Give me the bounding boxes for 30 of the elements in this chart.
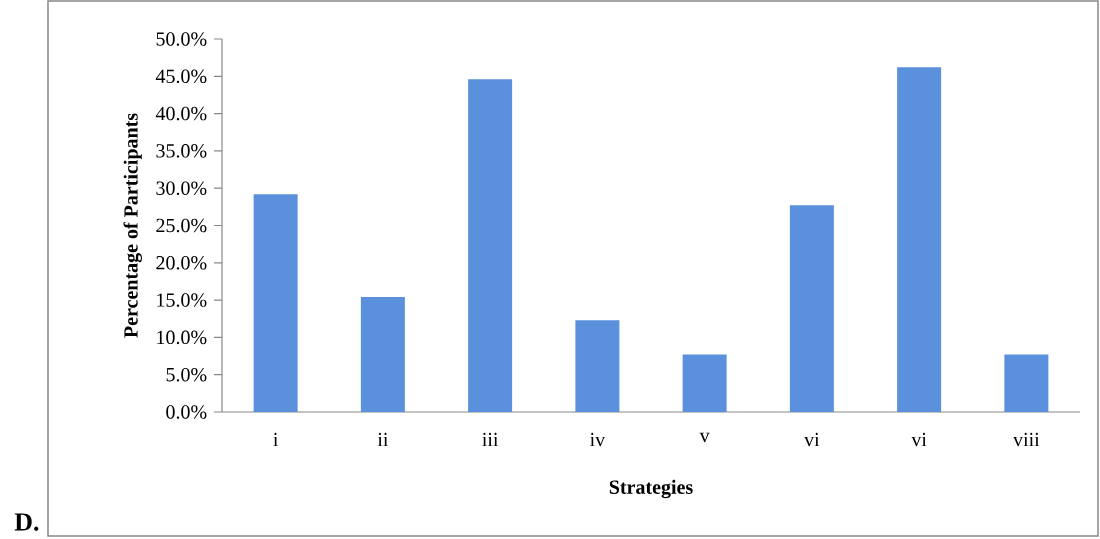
y-tick-label: 20.0%: [156, 256, 207, 270]
bar: [360, 297, 405, 412]
y-tick-label: 15.0%: [157, 293, 207, 307]
y-axis-title: Percentage of Participants: [123, 113, 142, 338]
y-tick-label: 0.0%: [166, 405, 207, 419]
x-tick-label: vi: [911, 432, 927, 447]
bar: [575, 320, 620, 412]
y-tick-label: 50.0%: [156, 32, 207, 46]
bar: [682, 354, 727, 412]
bar: [253, 194, 298, 412]
x-tick-label: ii: [377, 432, 389, 447]
x-tick-label: iii: [482, 432, 499, 447]
x-tick-label: viii: [1013, 432, 1040, 447]
bar: [1004, 354, 1049, 412]
y-tick-label: 5.0%: [166, 367, 207, 382]
y-tick-label: 10.0%: [157, 330, 207, 345]
x-tick-label: vi: [804, 432, 820, 447]
y-tick-label: 45.0%: [155, 69, 207, 84]
y-tick-label: 30.0%: [156, 181, 207, 195]
x-axis-title: Strategies: [609, 479, 693, 499]
x-tick-label: v: [699, 432, 710, 443]
y-tick-label: 35.0%: [156, 144, 207, 158]
x-tick-label: i: [273, 432, 279, 447]
text: D.: [14, 513, 39, 531]
bar: [897, 67, 942, 412]
y-tick-label: 40.0%: [155, 106, 207, 121]
x-tick-label: iv: [590, 432, 606, 447]
bar: [468, 79, 513, 412]
bar: [789, 205, 834, 412]
y-tick-label: 25.0%: [156, 218, 207, 233]
